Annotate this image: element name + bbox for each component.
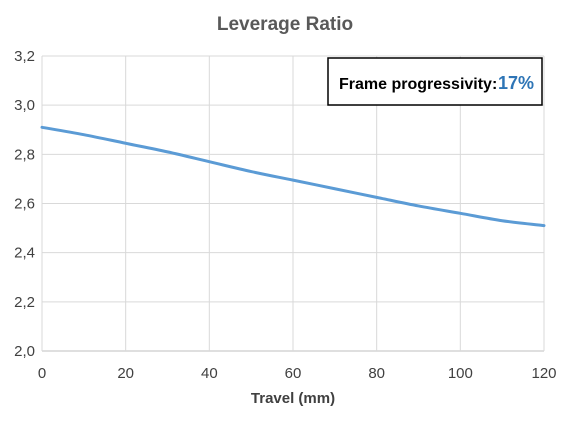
x-tick-label: 0 xyxy=(38,365,46,382)
gridlines xyxy=(41,55,545,352)
y-tick-label: 2,2 xyxy=(14,294,35,311)
x-tick-label: 120 xyxy=(531,365,556,382)
tick-labels: 2,0 2,2 2,4 2,6 2,8 3,0 3,2 0 20 40 60 80 100 120 xyxy=(14,48,556,382)
annotation-label: Frame progressivity: xyxy=(339,76,497,93)
series-layer xyxy=(40,125,546,228)
y-tick-label: 3,2 xyxy=(14,48,35,65)
y-tick-label: 2,8 xyxy=(14,146,35,163)
x-tick-label: 100 xyxy=(448,365,473,382)
annotation-value: 17% xyxy=(498,73,534,93)
x-tick-label: 40 xyxy=(201,365,218,382)
x-tick-label: 60 xyxy=(285,365,302,382)
y-tick-label: 2,0 xyxy=(14,343,35,360)
x-tick-label: 20 xyxy=(117,365,134,382)
chart-title: Leverage Ratio xyxy=(217,14,353,35)
annotation-box-frame xyxy=(327,57,543,106)
x-tick-label: 80 xyxy=(368,365,385,382)
y-tick-label: 2,6 xyxy=(14,196,35,213)
y-tick-label: 2,4 xyxy=(14,245,35,262)
x-axis-label: Travel (mm) xyxy=(251,390,335,407)
y-tick-label: 3,0 xyxy=(14,97,35,114)
series-line xyxy=(40,125,546,228)
annotation-box: Frame progressivity: 17% xyxy=(327,57,543,106)
